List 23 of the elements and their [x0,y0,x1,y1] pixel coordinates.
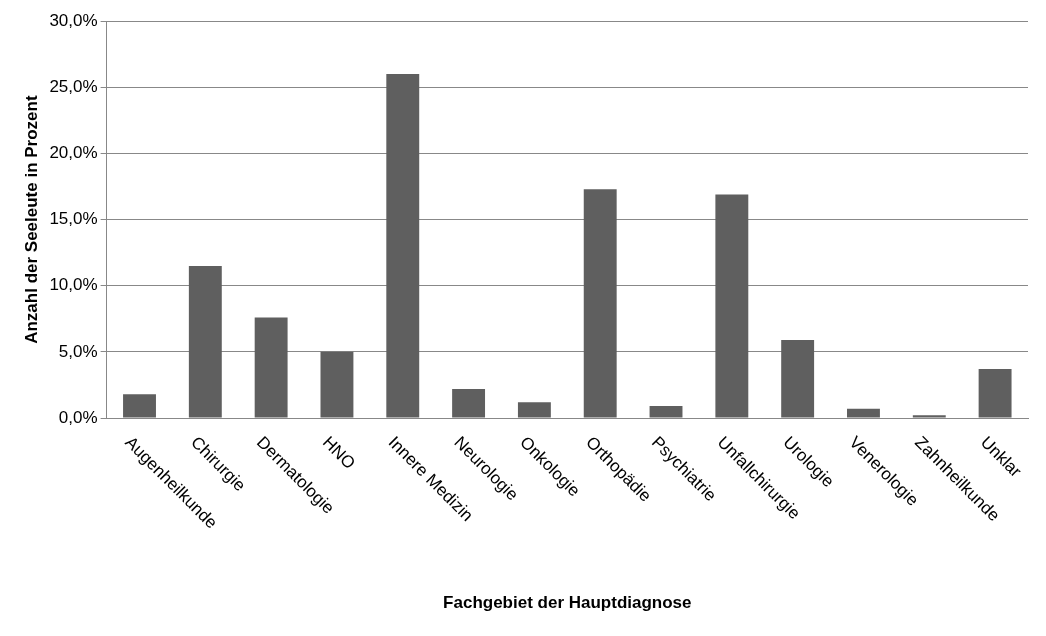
bar [517,402,551,418]
y-tick-label: 25,0% [49,77,98,97]
bar [254,317,288,418]
y-tick-label: 20,0% [49,143,98,163]
bar [912,415,946,418]
bar [649,406,683,418]
y-tick-label: 15,0% [49,209,98,229]
bar [847,408,880,418]
bar [188,265,222,418]
bar [978,369,1012,418]
bar [715,194,749,418]
y-tick-label: 10,0% [49,275,98,295]
bar [320,351,354,418]
bar [583,189,617,418]
bar [452,388,486,418]
bar [781,339,815,418]
y-axis-title: Anzahl der Seeleute in Prozent [21,95,41,344]
bar [123,394,156,418]
y-tick-label: 0,0% [58,407,98,427]
y-tick-label: 30,0% [49,10,98,30]
x-axis-title: Fachgebiet der Hauptdiagnose [443,593,692,613]
y-tick-label: 5,0% [58,341,98,361]
bar [386,74,420,418]
